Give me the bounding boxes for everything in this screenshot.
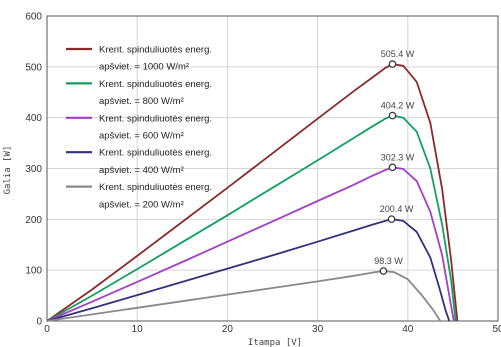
legend-label: apšviet. = 600 W/m²	[99, 131, 184, 142]
legend-label: Krent. spinduliuotės energ.	[99, 148, 212, 159]
series-line-3	[46, 166, 455, 322]
x-tick-label: 40	[402, 324, 414, 335]
peak-label-1: 505.4 W	[381, 49, 415, 59]
legend-label: apšviet. = 200 W/m²	[99, 199, 184, 210]
legend-label: Krent. spinduliuotės energ.	[99, 45, 212, 56]
legend-label: Krent. spinduliuotės energ.	[99, 182, 212, 193]
y-tick-label: 400	[25, 113, 42, 124]
legend-label: apšviet. = 1000 W/m²	[99, 62, 189, 73]
x-tick-label: 0	[44, 324, 50, 335]
series-line-1	[46, 63, 459, 322]
peak-label-2: 404.2 W	[381, 101, 415, 111]
peak-marker-3	[388, 163, 397, 172]
x-tick-label: 30	[312, 324, 324, 335]
peak-marker-5	[379, 267, 388, 275]
peak-markers: 505.4 W 404.2 W 302.3 W 200.4 W 98.3 W	[374, 49, 415, 275]
legend: Krent. spinduliuotės energ. apšviet. = 10…	[66, 45, 212, 210]
y-tick-label: 600	[25, 12, 42, 23]
peak-marker-1	[388, 60, 397, 68]
y-tick-label: 500	[25, 62, 42, 73]
series-line-5	[46, 270, 442, 322]
peak-label-4: 200.4 W	[380, 204, 414, 214]
peak-marker-2	[388, 111, 397, 120]
peak-marker-4	[387, 215, 396, 223]
legend-label: apšviet. = 800 W/m²	[99, 96, 184, 107]
y-tick-label: 0	[36, 317, 42, 328]
y-axis-title: Galia [W]	[3, 146, 13, 195]
x-tick-label: 20	[222, 324, 234, 335]
plot-frame	[46, 15, 499, 322]
x-tick-label: 10	[132, 324, 144, 335]
peak-label-5: 98.3 W	[374, 256, 403, 266]
legend-label: Krent. spinduliuotės energ.	[99, 79, 212, 90]
series-lines	[46, 63, 459, 322]
series-line-2	[46, 114, 457, 322]
x-tick-label: 50	[492, 324, 501, 335]
peak-label-3: 302.3 W	[381, 152, 415, 162]
y-tick-label: 100	[25, 266, 42, 277]
y-tick-label: 200	[25, 215, 42, 226]
series-line-4	[46, 218, 451, 322]
y-tick-label: 300	[25, 164, 42, 175]
x-axis-title: Itampa [V]	[248, 338, 302, 347]
legend-label: Krent. spinduliuotės energ.	[99, 113, 212, 124]
legend-label: apšviet. = 400 W/m²	[99, 165, 184, 176]
